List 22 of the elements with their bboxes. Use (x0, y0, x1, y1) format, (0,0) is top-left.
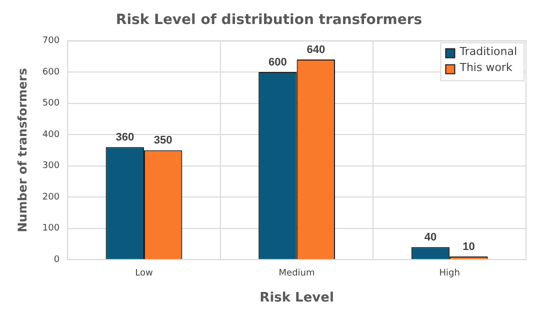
data-label: 640 (306, 44, 326, 56)
x-tick-label: Low (135, 268, 153, 278)
data-label: 600 (268, 56, 287, 69)
data-label: 10 (462, 241, 475, 254)
data-label: 350 (154, 134, 172, 147)
x-tick-label: High (439, 268, 460, 278)
legend-label: Traditional (458, 45, 518, 58)
y-tick-label: 400 (42, 130, 60, 140)
y-tick-label: 700 (42, 36, 60, 46)
legend-label: This work (458, 61, 513, 74)
y-tick-label: 200 (42, 192, 60, 202)
y-tick-label: 300 (42, 161, 60, 172)
y-tick-label: 500 (42, 98, 60, 109)
data-label: 40 (424, 232, 437, 244)
x-tick-label: Medium (278, 268, 315, 278)
y-axis-title: Number of transformers (15, 68, 30, 232)
y-tick-label: 100 (42, 224, 60, 234)
y-tick-label: 0 (54, 254, 60, 265)
chart-title: Risk Level of distribution transformers (116, 12, 422, 28)
data-label: 360 (116, 132, 134, 144)
x-axis-title: Risk Level (260, 290, 334, 306)
y-tick-label: 600 (42, 67, 60, 78)
